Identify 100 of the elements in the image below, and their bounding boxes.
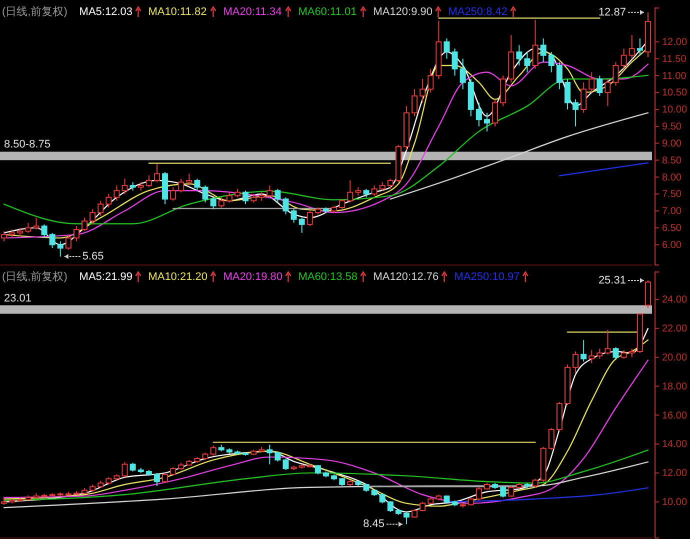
candlestick <box>460 58 466 90</box>
candlestick <box>162 472 168 484</box>
annotation: 8.45 <box>363 518 384 530</box>
candlestick <box>154 164 160 183</box>
candlestick <box>500 75 506 107</box>
candlestick <box>596 75 603 96</box>
candlestick <box>572 351 579 374</box>
annotation: 5.65 <box>82 250 104 262</box>
candlestick <box>420 78 426 104</box>
candlestick <box>106 193 112 208</box>
line-series <box>3 461 649 508</box>
candlestick <box>532 19 538 70</box>
candlestick <box>178 178 184 193</box>
candlestick <box>298 217 305 234</box>
candlestick <box>644 280 651 309</box>
candlestick <box>210 196 216 210</box>
candlestick <box>492 98 498 127</box>
band-label: 8.50-8.75 <box>4 138 50 151</box>
candlestick <box>98 200 104 216</box>
text: MA5:21.99 <box>79 270 133 283</box>
candlestick <box>387 500 394 512</box>
candlestick <box>371 185 378 196</box>
candlestick <box>604 78 611 107</box>
candlestick <box>154 472 160 486</box>
y-tick-label: 7.50 <box>662 189 682 200</box>
y-tick-label: 11.00 <box>662 70 687 82</box>
candlestick <box>57 240 64 258</box>
y-tick-label: 9.50 <box>662 122 682 133</box>
text: MA60:13.58 <box>298 270 358 283</box>
y-tick-label: 11.50 <box>662 54 687 65</box>
y-tick-label: 20.00 <box>662 352 688 364</box>
candlestick <box>588 72 595 94</box>
line-series <box>3 74 649 224</box>
candlestick <box>226 192 232 203</box>
candlestick <box>202 185 208 203</box>
chart-title: (日线,前复权) <box>2 270 68 283</box>
candlestick <box>186 173 192 186</box>
candlestick <box>1 230 8 242</box>
candlestick <box>444 38 450 60</box>
candlestick <box>282 458 289 471</box>
candlestick <box>548 51 554 73</box>
text: MA20:19.80 <box>223 270 283 283</box>
candlestick <box>476 486 482 501</box>
y-tick-label: 8.50 <box>662 155 682 166</box>
y-tick-label: 12.00 <box>662 37 688 48</box>
text: MA250:10.97 <box>454 270 520 283</box>
candlestick <box>25 222 32 234</box>
candlestick <box>612 62 619 86</box>
candlestick <box>500 485 506 498</box>
candlestick <box>122 178 128 194</box>
candlestick <box>122 462 128 478</box>
candlestick <box>274 188 281 203</box>
candlestick <box>508 485 514 498</box>
candlestick <box>540 38 546 63</box>
candlestick <box>572 98 579 127</box>
candlestick <box>218 196 224 208</box>
y-tick-label: 18.00 <box>662 381 688 392</box>
candlestick <box>484 112 490 132</box>
y-tick-label: 9.00 <box>662 138 682 150</box>
y-tick-label: 8.00 <box>662 172 682 184</box>
y-tick-label: 6.50 <box>662 223 682 234</box>
candlestick <box>548 428 554 450</box>
y-tick-label: 16.00 <box>662 410 688 422</box>
candlestick <box>306 210 313 227</box>
text: MA20:11.34 <box>223 6 282 18</box>
candlestick <box>628 34 635 60</box>
annotation: 12.87 <box>598 6 626 18</box>
y-tick-label: 22.00 <box>662 324 688 335</box>
candlestick <box>604 329 611 355</box>
candlestick <box>114 185 120 202</box>
candlestick <box>636 38 643 56</box>
candlestick <box>282 196 289 215</box>
text: MA120:12.76 <box>373 270 439 283</box>
text: MA60:11.01 <box>298 6 357 18</box>
candlestick <box>146 174 152 188</box>
candlestick <box>556 62 562 90</box>
candlestick <box>339 198 346 210</box>
candlestick <box>420 501 426 512</box>
chart-title: (日线,前复权) <box>2 4 68 18</box>
text: MA10:21.20 <box>148 270 208 283</box>
candlestick <box>580 339 587 362</box>
candlestick <box>41 224 48 238</box>
candlestick <box>524 51 530 73</box>
y-tick-label: 10.00 <box>662 104 688 116</box>
candlestick <box>290 208 297 224</box>
candlestick <box>49 232 56 249</box>
candlestick <box>266 444 273 465</box>
candlestick <box>580 82 587 114</box>
line-series <box>390 112 649 200</box>
text: MA5:12.03 <box>79 6 133 18</box>
candlestick <box>476 102 482 127</box>
candlestick <box>242 190 249 205</box>
candlestick <box>194 178 200 192</box>
candlestick <box>266 185 273 198</box>
candlestick <box>564 78 570 110</box>
candlestick <box>210 444 216 456</box>
candlestick <box>620 48 627 70</box>
y-tick-label: 10.50 <box>662 88 688 99</box>
candlestick <box>596 348 603 360</box>
candlestick <box>588 350 595 364</box>
